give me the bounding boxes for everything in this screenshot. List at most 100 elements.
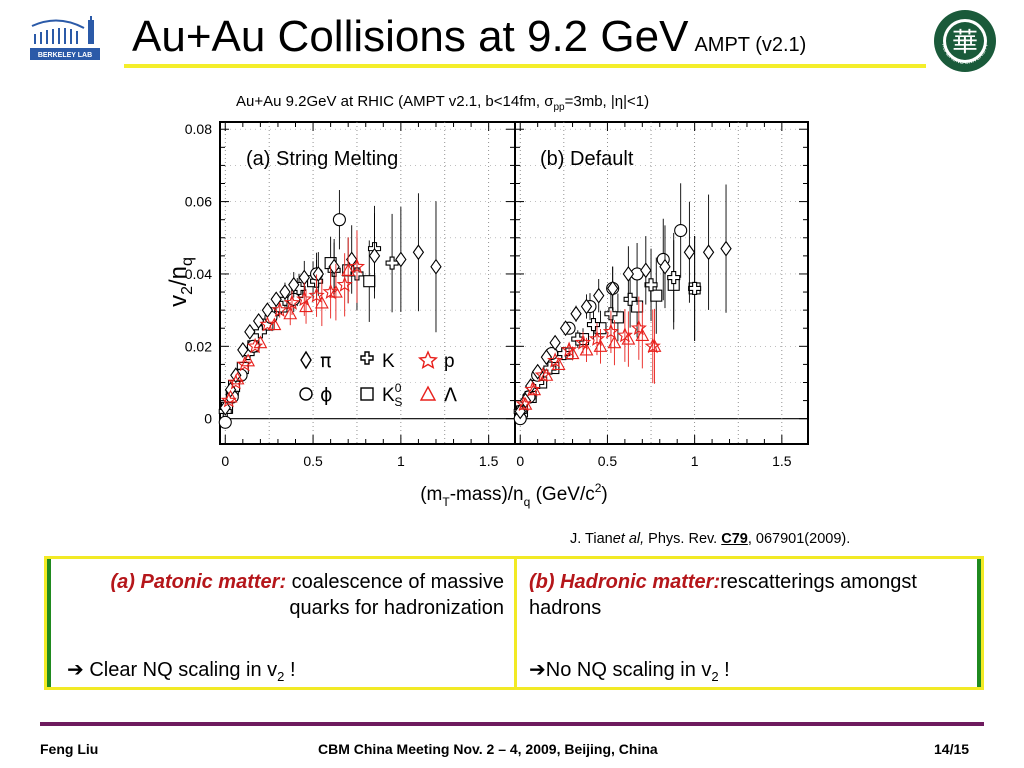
marker-pi [540,349,553,366]
marker-phi [218,415,232,429]
comparison-table: (a) Patonic matter: coalescence of massi… [44,556,984,690]
marker-pi [549,334,561,351]
marker-p [524,381,541,397]
slide-title-main: Au+Au Collisions at 9.2 GeV [132,12,689,61]
legend-lambda: Λ [419,384,457,406]
legend-label-phi: ϕ [320,384,333,406]
citation-journal: Phys. Rev. [644,531,722,547]
marker-p [515,395,532,412]
marker-lambda [253,335,268,349]
legend-label-pi: π [320,350,331,372]
panel-a-label: (a) String Melting [246,148,398,170]
marker-p [283,294,301,310]
marker-p [336,276,353,292]
marker-pi [559,320,572,337]
slide-title: Au+Au Collisions at 9.2 GeV AMPT (v2.1) [132,12,806,70]
legend-marker-square [360,387,374,401]
berkeley-lab-logo: BERKELEY LAB [28,14,112,72]
partonic-conclusion: ➔ Clear NQ scaling in v2 ! [67,659,296,684]
marker-k [253,325,267,339]
hadronic-matter-text: (b) Hadronic matter:rescatterings amongs… [529,569,969,621]
marker-p [271,301,288,318]
panel-a-data [218,190,442,429]
marker-p [630,319,647,336]
y-tick-label: 0.04 [185,266,212,282]
marker-lambda [314,295,329,309]
marker-pi [531,363,544,380]
x-tick-label: 1 [691,453,699,469]
marker-k [644,278,658,292]
marker-pi [288,276,300,293]
berkeley-lab-logo-text: BERKELEY LAB [38,52,92,59]
citation: J. Tianet al, Phys. Rev. C79, 067901(200… [570,531,850,547]
marker-p [602,323,620,339]
marker-lambda [328,284,343,298]
marker-pi [368,247,381,264]
partonic-matter-description: coalescence of massive quarks for hadron… [286,571,504,619]
marker-pi [622,266,635,282]
marker-pi [328,258,340,275]
marker-pi [640,262,652,279]
citation-author: J. Tian [570,531,613,547]
marker-lambda [593,339,608,352]
legend-marker-cross [360,351,374,365]
marker-p [259,316,276,332]
y-tick-label: 0.06 [185,194,212,210]
marker-pi [593,287,605,304]
partonic-matter-text: (a) Patonic matter: coalescence of massi… [64,569,504,621]
x-tick-label: 0 [221,453,229,469]
marker-lambda [299,299,313,313]
marker-p [560,341,578,357]
marker-p [616,326,633,343]
marker-pi [219,399,231,416]
y-tick-label: 0.08 [185,121,212,137]
marker-k [385,256,399,270]
partonic-matter-heading: (a) Patonic matter: [110,571,287,593]
marker-pi [237,341,249,358]
marker-phi [332,213,346,227]
marker-p [588,330,606,346]
marker-k [667,271,681,285]
axis-ticks [220,122,808,444]
marker-pi [412,244,425,261]
panel-b-label: (b) Default [540,148,634,170]
citation-etal: et al, [612,531,645,547]
footer-rule [40,722,984,726]
v2-scaling-chart: Au+Au 9.2GeV at RHIC (AMPT v2.1, b<14fm,… [165,93,809,509]
footer-page-number: 14/15 [934,741,970,757]
marker-pi [580,298,593,315]
marker-p [534,366,552,383]
figure-title: Au+Au 9.2GeV at RHIC (AMPT v2.1, b<14fm,… [236,93,649,113]
v2-scaling-figure: Au+Au 9.2GeV at RHIC (AMPT v2.1, b<14fm,… [160,82,840,512]
marker-pi [570,305,582,322]
y-tick-label: 0 [204,411,212,427]
marker-p [644,337,661,354]
marker-k [688,281,702,295]
seal-character: 華 [952,28,978,58]
chart-legend: π K p ϕ K0 S Λ [299,350,457,409]
marker-pi [279,284,291,300]
panel-default: (b) Default [514,121,809,445]
legend-phi: ϕ [299,384,333,406]
marker-phi [674,223,688,238]
x-tick-label: 0.5 [598,453,618,469]
marker-lambda [635,328,650,342]
marker-pi [720,240,732,257]
marker-pi [683,244,696,261]
marker-k [586,318,601,332]
marker-pi [244,323,256,340]
marker-k0s [363,275,376,288]
marker-pi [252,313,265,329]
legend-pi: π [300,350,331,372]
legend-k: K [360,351,395,372]
marker-pi [312,266,325,282]
legend-label-lambda: Λ [444,384,457,406]
legend-label-k: K [382,351,395,372]
hadronic-matter-box: (b) Hadronic matter:rescatterings amongs… [517,559,981,687]
x-tick-label: 0.5 [303,453,323,469]
partonic-matter-box: (a) Patonic matter: coalescence of massi… [47,559,517,687]
legend-marker-star [417,350,439,370]
hadronic-matter-description: rescatterings amongst hadrons [529,571,917,619]
panel-b-data [513,183,732,426]
marker-k0s [650,289,663,302]
